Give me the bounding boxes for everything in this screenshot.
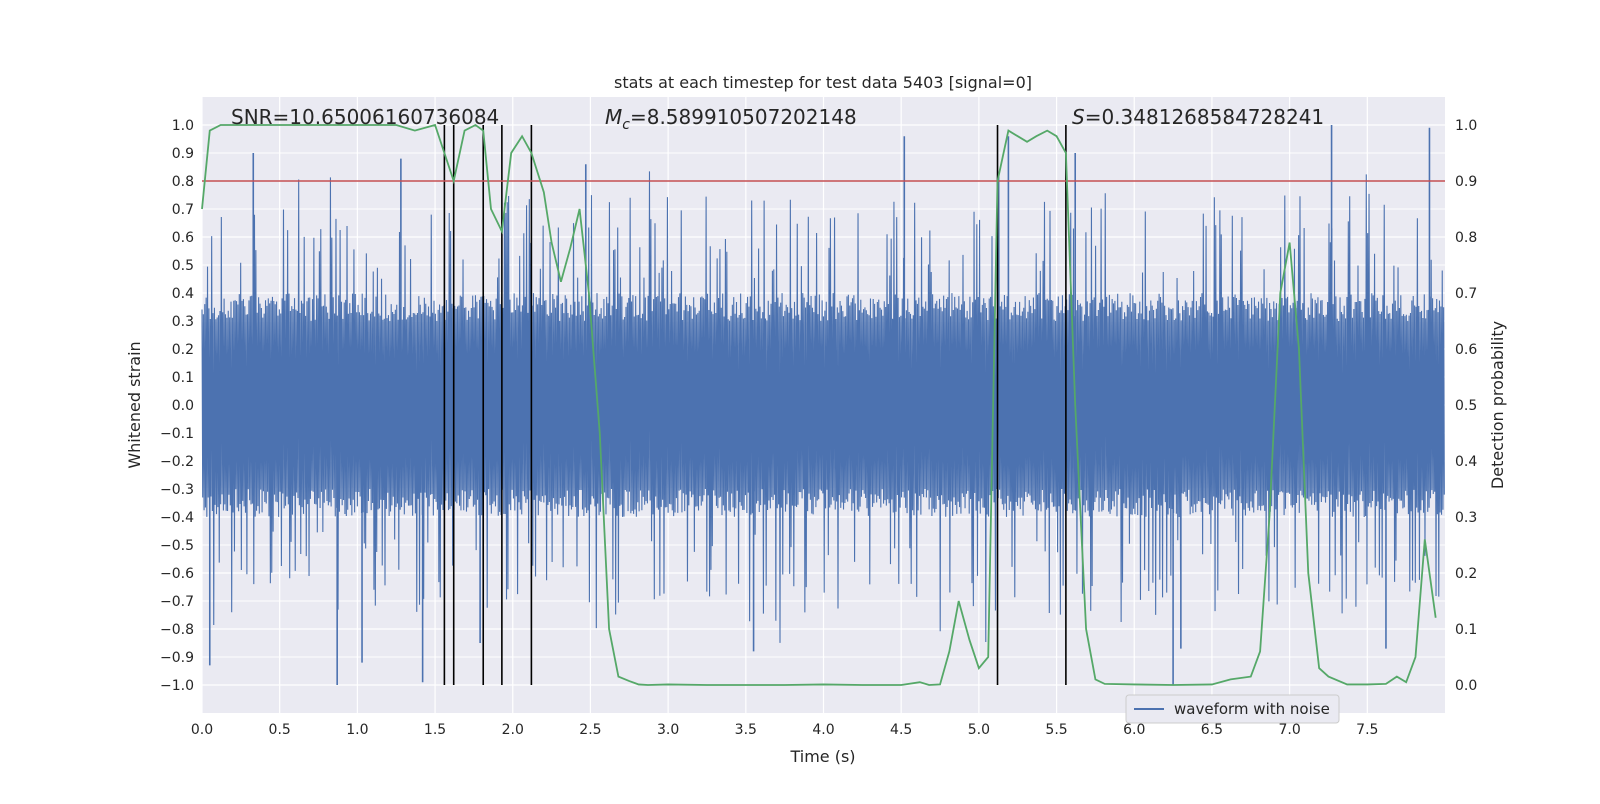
- left-y-axis-label: Whitened strain: [125, 341, 144, 468]
- right-y-tick-label: 1.0: [1455, 118, 1477, 134]
- chirp-mass-subscript: c: [622, 117, 630, 133]
- s-symbol: S: [1072, 105, 1085, 129]
- x-axis-label: Time (s): [789, 747, 855, 766]
- chart-title: stats at each timestep for test data 540…: [614, 73, 1032, 92]
- right-y-axis-ticks: 1.0 0.9 0.8 0.7 0.6 0.5 0.4 0.3 0.2 0.1 0.0: [1455, 118, 1477, 694]
- right-y-tick-label: 0.4: [1455, 454, 1477, 470]
- left-y-tick-label: 0.9: [172, 146, 194, 162]
- x-tick-label: 2.5: [579, 722, 601, 738]
- left-y-tick-label: −0.5: [160, 538, 194, 554]
- left-y-tick-label: −0.7: [160, 594, 194, 610]
- chirp-mass-symbol: M: [605, 105, 622, 129]
- left-y-tick-label: −0.2: [160, 454, 194, 470]
- right-y-tick-label: 0.6: [1455, 342, 1477, 358]
- left-y-tick-label: −0.4: [160, 510, 194, 526]
- left-y-tick-label: −0.1: [160, 426, 194, 442]
- x-tick-label: 6.5: [1201, 722, 1223, 738]
- legend: waveform with noise: [1125, 694, 1340, 724]
- right-y-tick-label: 0.8: [1455, 230, 1477, 246]
- probability-series: [201, 123, 1437, 686]
- left-y-axis-ticks: 1.0 0.9 0.8 0.7 0.6 0.5 0.4 0.3 0.2 0.1 0.0 −0.1 −0.…: [160, 118, 194, 694]
- left-y-tick-label: 0.5: [172, 258, 194, 274]
- probability-line: [201, 123, 1437, 686]
- x-tick-label: 7.5: [1356, 722, 1378, 738]
- x-tick-label: 3.0: [657, 722, 679, 738]
- left-y-tick-label: −0.6: [160, 566, 194, 582]
- x-tick-label: 4.0: [812, 722, 834, 738]
- left-y-tick-label: 0.1: [172, 370, 194, 386]
- chirp-mass-annotation: Mc=8.589910507202148: [605, 105, 857, 133]
- x-tick-label: 5.0: [968, 722, 990, 738]
- left-y-tick-label: 0.2: [172, 342, 194, 358]
- x-tick-label: 2.0: [502, 722, 524, 738]
- x-tick-label: 0.0: [191, 722, 213, 738]
- right-y-tick-label: 0.0: [1455, 678, 1477, 694]
- x-tick-label: 1.5: [424, 722, 446, 738]
- left-y-tick-label: −0.9: [160, 650, 194, 666]
- right-y-axis-label: Detection probability: [1488, 321, 1507, 489]
- legend-box: [1125, 694, 1340, 724]
- strain-series: [201, 125, 1445, 685]
- x-tick-label: 3.5: [735, 722, 757, 738]
- right-y-tick-label: 0.7: [1455, 286, 1477, 302]
- s-annotation: S=0.3481268584728241: [1072, 105, 1324, 129]
- left-y-tick-label: 0.7: [172, 202, 194, 218]
- right-y-tick-label: 0.5: [1455, 398, 1477, 414]
- x-axis-ticks: 0.0 0.5 1.0 1.5 2.0 2.5 3.0 3.5 4.0 4.5 5.0 5.5 6.0 6…: [191, 722, 1379, 738]
- s-value: =0.3481268584728241: [1085, 105, 1324, 129]
- x-tick-label: 4.5: [890, 722, 912, 738]
- left-y-tick-label: 0.4: [172, 286, 194, 302]
- right-y-tick-label: 0.9: [1455, 174, 1477, 190]
- left-y-tick-label: 1.0: [172, 118, 194, 134]
- x-tick-label: 6.0: [1123, 722, 1145, 738]
- left-y-tick-label: 0.3: [172, 314, 194, 330]
- legend-label: waveform with noise: [1174, 700, 1330, 718]
- right-y-tick-label: 0.3: [1455, 510, 1477, 526]
- strain-noise-line: [201, 171, 1445, 643]
- event-markers: [443, 125, 1067, 685]
- right-y-tick-label: 0.1: [1455, 622, 1477, 638]
- x-tick-label: 5.5: [1045, 722, 1067, 738]
- x-tick-label: 0.5: [269, 722, 291, 738]
- left-y-tick-label: −0.8: [160, 622, 194, 638]
- left-y-tick-label: 0.6: [172, 230, 194, 246]
- x-tick-label: 7.0: [1278, 722, 1300, 738]
- x-tick-label: 1.0: [346, 722, 368, 738]
- left-y-tick-label: −0.3: [160, 482, 194, 498]
- left-y-tick-label: −1.0: [160, 678, 194, 694]
- left-y-tick-label: 0.0: [172, 398, 194, 414]
- chirp-mass-value: =8.589910507202148: [630, 105, 857, 129]
- snr-annotation: SNR=10.65006160736084: [231, 105, 499, 129]
- right-y-tick-label: 0.2: [1455, 566, 1477, 582]
- left-y-tick-label: 0.8: [172, 174, 194, 190]
